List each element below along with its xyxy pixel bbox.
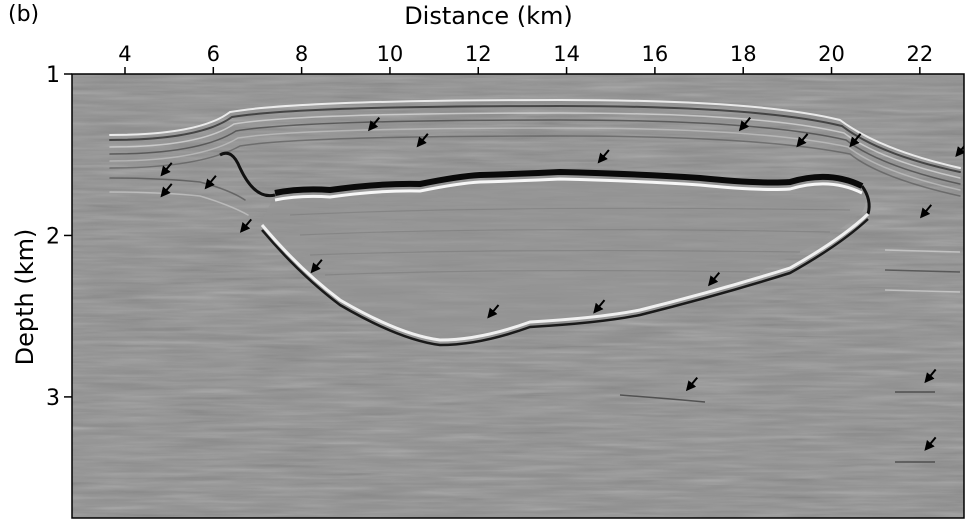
- down-left-arrow-icon: [685, 376, 698, 392]
- arrow-annotations: [160, 117, 964, 451]
- down-left-arrow-icon: [738, 117, 751, 132]
- down-left-arrow-icon: [367, 117, 381, 132]
- down-left-arrow-icon: [160, 162, 173, 177]
- down-left-arrow-icon: [487, 304, 500, 319]
- seismic-image: [72, 74, 964, 518]
- down-left-arrow-icon: [204, 175, 217, 190]
- y-tick-label: 1: [46, 63, 60, 88]
- y-axis-ticks: 1 2 3: [46, 63, 72, 411]
- x-tick-label: 8: [295, 42, 308, 66]
- y-tick-label: 3: [46, 386, 60, 411]
- down-left-arrow-icon: [310, 259, 323, 274]
- x-tick-label: 20: [818, 42, 845, 66]
- plot-frame: [71, 73, 965, 519]
- down-left-arrow-icon: [593, 299, 606, 314]
- down-left-arrow-icon: [955, 145, 964, 158]
- down-left-arrow-icon: [239, 218, 252, 233]
- x-tick-label: 4: [118, 42, 131, 66]
- panel-label: (b): [8, 2, 40, 27]
- x-tick-label: 12: [465, 42, 492, 66]
- x-tick-label: 6: [207, 42, 220, 66]
- down-left-arrow-icon: [597, 149, 610, 164]
- x-tick-label: 16: [642, 42, 669, 66]
- down-left-arrow-icon: [919, 204, 933, 219]
- y-tick-label: 2: [46, 224, 60, 249]
- down-left-arrow-icon: [708, 272, 721, 287]
- x-tick-label: 18: [730, 42, 757, 66]
- x-tick-label: 10: [377, 42, 404, 66]
- down-left-arrow-icon: [924, 436, 937, 451]
- x-tick-label: 14: [553, 42, 580, 66]
- down-left-arrow-icon: [796, 133, 809, 148]
- down-left-arrow-icon: [160, 183, 173, 198]
- down-left-arrow-icon: [416, 133, 429, 148]
- x-tick-label: 22: [906, 42, 933, 66]
- down-left-arrow-icon: [924, 368, 937, 384]
- x-axis-title: Distance (km): [404, 2, 573, 30]
- x-axis-ticks: 4 6 8 10 12 14 16 18 20 22: [118, 42, 933, 74]
- down-left-arrow-icon: [849, 133, 862, 148]
